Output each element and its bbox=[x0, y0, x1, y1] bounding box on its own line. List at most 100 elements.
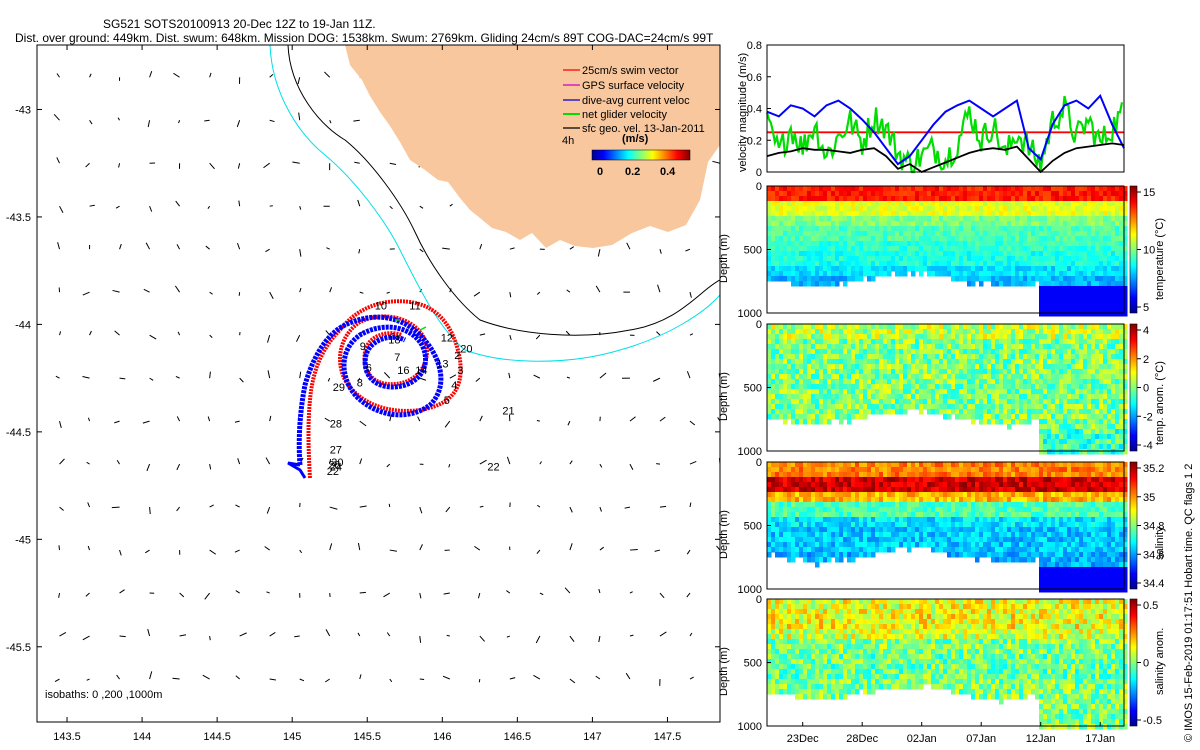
current-arrow bbox=[86, 678, 90, 681]
section-cell bbox=[955, 236, 960, 242]
section-cell bbox=[959, 364, 964, 370]
section-cell bbox=[807, 324, 812, 330]
legend-label: dive-avg current veloc bbox=[582, 95, 690, 107]
section-cell bbox=[951, 266, 956, 272]
current-arrow bbox=[629, 416, 636, 422]
colorbar-tick-label: 5 bbox=[1143, 302, 1149, 314]
section-cell bbox=[1071, 216, 1076, 222]
section-cell bbox=[1015, 329, 1020, 335]
section-cell bbox=[803, 364, 808, 370]
section-cell bbox=[987, 384, 992, 390]
section-cell bbox=[1111, 276, 1116, 282]
section-cell bbox=[819, 502, 824, 508]
section-cell bbox=[1059, 329, 1064, 335]
section-cell bbox=[1015, 216, 1020, 222]
section-cell bbox=[831, 271, 836, 277]
section-cell bbox=[831, 482, 836, 488]
section-cell bbox=[811, 374, 816, 380]
section-cell bbox=[995, 334, 1000, 340]
section-cell bbox=[891, 221, 896, 227]
section-cell bbox=[799, 477, 804, 483]
section-cell bbox=[1087, 374, 1092, 380]
section-cell bbox=[875, 349, 880, 355]
section-cell bbox=[771, 261, 776, 267]
section-cell bbox=[1031, 344, 1036, 350]
section-cell bbox=[875, 241, 880, 247]
section-cell bbox=[1007, 369, 1012, 375]
section-cell bbox=[983, 329, 988, 335]
section-cell bbox=[1099, 291, 1104, 297]
section-cell bbox=[771, 349, 776, 355]
section-cell bbox=[827, 344, 832, 350]
section-cell bbox=[1015, 419, 1020, 425]
section-cell bbox=[851, 349, 856, 355]
section-cell bbox=[879, 467, 884, 473]
section-cell bbox=[999, 379, 1004, 385]
section-cell bbox=[1011, 374, 1016, 380]
section-cell bbox=[1047, 186, 1052, 192]
section-cell bbox=[1063, 334, 1068, 340]
section-cell bbox=[1063, 266, 1068, 272]
section-cell bbox=[1051, 286, 1056, 292]
section-cell bbox=[1067, 334, 1072, 340]
section-cell bbox=[1107, 236, 1112, 242]
section-cell bbox=[1099, 296, 1104, 302]
section-cell bbox=[775, 547, 780, 553]
section-cell bbox=[859, 462, 864, 468]
section-cell bbox=[871, 211, 876, 217]
current-arrow bbox=[86, 461, 90, 465]
section-cell bbox=[1103, 221, 1108, 227]
section-cell bbox=[967, 281, 972, 287]
section-cell bbox=[883, 384, 888, 390]
section-cell bbox=[791, 557, 796, 563]
section-cell bbox=[911, 537, 916, 543]
section-cell bbox=[1107, 449, 1112, 455]
section-cell bbox=[947, 404, 952, 410]
section-cell bbox=[767, 246, 772, 252]
section-cell bbox=[1039, 231, 1044, 237]
section-cell bbox=[919, 251, 924, 257]
section-cell bbox=[1055, 261, 1060, 267]
section-cell bbox=[1055, 359, 1060, 365]
section-cell bbox=[775, 246, 780, 252]
section-cell bbox=[775, 532, 780, 538]
current-arrow bbox=[689, 676, 694, 680]
section-cell bbox=[887, 477, 892, 483]
section-cell bbox=[787, 211, 792, 217]
section-cell bbox=[779, 329, 784, 335]
section-cell bbox=[1111, 271, 1116, 277]
section-cell bbox=[1079, 409, 1084, 415]
current-arrow bbox=[359, 420, 367, 427]
section-cell bbox=[851, 552, 856, 558]
section-cell bbox=[955, 394, 960, 400]
section-cell bbox=[1023, 374, 1028, 380]
section-cell bbox=[835, 271, 840, 277]
section-cell bbox=[927, 221, 932, 227]
section-cell bbox=[919, 191, 924, 197]
section-cell bbox=[979, 266, 984, 272]
section-cell bbox=[791, 399, 796, 405]
section-cell bbox=[823, 537, 828, 543]
section-cell bbox=[1083, 424, 1088, 430]
map-axis-ticks: 143.5 144 144.5 145 145.5 146 146.5 147 147.5-43… bbox=[6, 45, 720, 743]
section-cell bbox=[1051, 429, 1056, 435]
depth-tick-label: 500 bbox=[744, 383, 762, 395]
section-cell bbox=[799, 547, 804, 553]
section-cell bbox=[1095, 271, 1100, 277]
section-cell bbox=[899, 477, 904, 483]
section-cell bbox=[779, 251, 784, 257]
section-cell bbox=[1123, 419, 1128, 425]
section-cell bbox=[823, 522, 828, 528]
day-label: 3 bbox=[457, 365, 463, 377]
section-cell bbox=[779, 246, 784, 252]
section-cell bbox=[875, 251, 880, 257]
section-cell bbox=[1071, 429, 1076, 435]
section-cell bbox=[819, 542, 824, 548]
section-cell bbox=[779, 354, 784, 360]
section-cell bbox=[1055, 226, 1060, 232]
section-cell bbox=[943, 271, 948, 277]
section-cell bbox=[975, 231, 980, 237]
section-cell bbox=[1011, 201, 1016, 207]
